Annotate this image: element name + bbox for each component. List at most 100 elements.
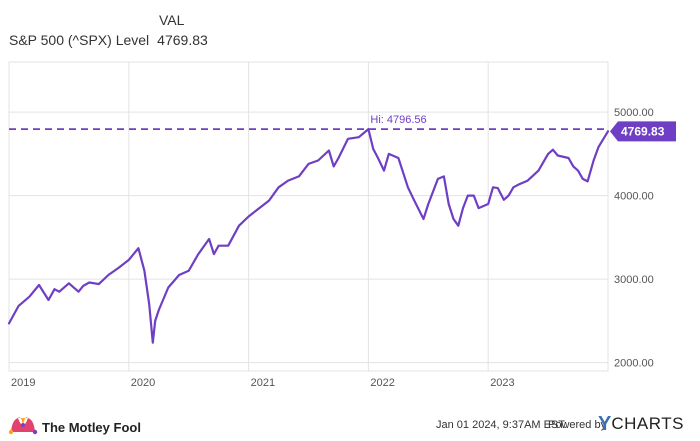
- data-point: [333, 165, 335, 167]
- series-line: [7, 128, 610, 344]
- data-point: [427, 203, 429, 205]
- data-point: [197, 253, 199, 255]
- data-point: [28, 296, 30, 298]
- data-point: [238, 225, 240, 227]
- data-point: [213, 253, 215, 255]
- data-point: [158, 309, 160, 311]
- data-point: [557, 154, 559, 157]
- data-point: [492, 186, 494, 188]
- data-point: [487, 203, 489, 205]
- data-point: [268, 200, 270, 202]
- data-point: [152, 342, 154, 344]
- data-point: [467, 195, 469, 197]
- data-point: [218, 245, 220, 247]
- data-point: [582, 178, 584, 180]
- data-point: [413, 199, 415, 201]
- data-point: [154, 320, 156, 322]
- legend-header: VAL: [159, 12, 185, 28]
- data-point: [347, 138, 349, 140]
- data-point: [307, 163, 310, 165]
- data-point: [503, 199, 505, 201]
- line-chart: 2019 2020 2021 2022 2023 5000.00 4000.00 3000.…: [7, 61, 676, 389]
- annotations: Hi: 4796.56 4769.83: [9, 114, 676, 142]
- legend-row: S&P 500 (^SPX) Level 4769.83: [9, 32, 208, 48]
- data-point: [443, 175, 445, 177]
- data-point: [118, 266, 120, 268]
- y-tick-label: 5000.00: [614, 107, 654, 119]
- data-point: [572, 165, 574, 167]
- ycharts-logo[interactable]: Y CHARTS: [598, 414, 684, 434]
- data-point: [497, 187, 499, 189]
- series-layer: [7, 128, 610, 344]
- x-axis: 2019 2020 2021 2022 2023: [11, 377, 515, 389]
- ycharts-wordmark: CHARTS: [611, 414, 684, 433]
- last-value-badge: [610, 121, 676, 142]
- data-point: [82, 285, 84, 287]
- legend-series-name: S&P 500 (^SPX) Level: [9, 32, 150, 48]
- data-point: [227, 245, 229, 247]
- data-point: [248, 215, 250, 218]
- data-point: [47, 299, 50, 301]
- data-point: [77, 291, 80, 293]
- data-point: [317, 159, 319, 162]
- data-point: [508, 195, 510, 197]
- data-point: [18, 305, 20, 307]
- motley-fool-logo: The Motley Fool: [8, 414, 141, 441]
- data-point: [167, 286, 169, 289]
- data-point: [452, 218, 455, 220]
- data-point: [577, 170, 579, 172]
- data-point: [53, 288, 56, 290]
- x-tick-label: 2023: [490, 377, 514, 389]
- data-point: [517, 184, 519, 186]
- data-point: [178, 274, 180, 276]
- chart-grid: [8, 61, 609, 372]
- data-point: [257, 208, 259, 210]
- data-point: [397, 157, 399, 159]
- data-point: [38, 284, 40, 286]
- data-point: [372, 148, 374, 150]
- data-point: [287, 180, 289, 182]
- powered-by-label: Powered by: [548, 419, 607, 431]
- data-point: [547, 153, 549, 155]
- data-point: [188, 270, 190, 272]
- data-point: [98, 283, 100, 285]
- data-point: [298, 175, 300, 177]
- data-point: [383, 170, 385, 172]
- data-point: [567, 157, 570, 159]
- data-point: [367, 128, 369, 130]
- data-point: [107, 274, 109, 276]
- y-tick-label: 2000.00: [614, 358, 654, 370]
- y-tick-label: 4000.00: [614, 191, 654, 203]
- plot-frame: [8, 61, 609, 372]
- data-point: [537, 170, 540, 172]
- data-point: [358, 136, 360, 138]
- brand-name: The Motley Fool: [42, 420, 141, 435]
- data-point: [593, 159, 595, 162]
- data-point: [597, 146, 600, 148]
- timestamp: Jan 01 2024, 9:37AM EST.: [436, 419, 567, 431]
- x-tick-label: 2019: [11, 377, 35, 389]
- data-point: [68, 282, 70, 284]
- data-point: [422, 218, 425, 220]
- data-point: [552, 149, 554, 151]
- data-point: [473, 195, 475, 197]
- jester-hat-icon: [8, 414, 38, 441]
- data-point: [328, 149, 330, 152]
- x-tick-label: 2020: [131, 377, 155, 389]
- footer: The Motley Fool Jan 01 2024, 9:37AM EST.…: [0, 402, 700, 438]
- data-point: [88, 281, 90, 284]
- data-point: [137, 247, 139, 249]
- data-point: [278, 186, 280, 188]
- data-point: [448, 203, 450, 205]
- data-point: [58, 291, 60, 293]
- y-axis: 5000.00 4000.00 3000.00 2000.00: [614, 107, 654, 370]
- data-point: [462, 207, 464, 209]
- data-point: [512, 186, 515, 188]
- last-value-label: 4769.83: [621, 124, 665, 138]
- data-point: [607, 130, 609, 132]
- x-tick-label: 2022: [370, 377, 394, 389]
- data-point: [587, 180, 589, 182]
- data-point: [337, 157, 340, 159]
- data-point: [8, 322, 10, 324]
- data-point: [457, 225, 459, 227]
